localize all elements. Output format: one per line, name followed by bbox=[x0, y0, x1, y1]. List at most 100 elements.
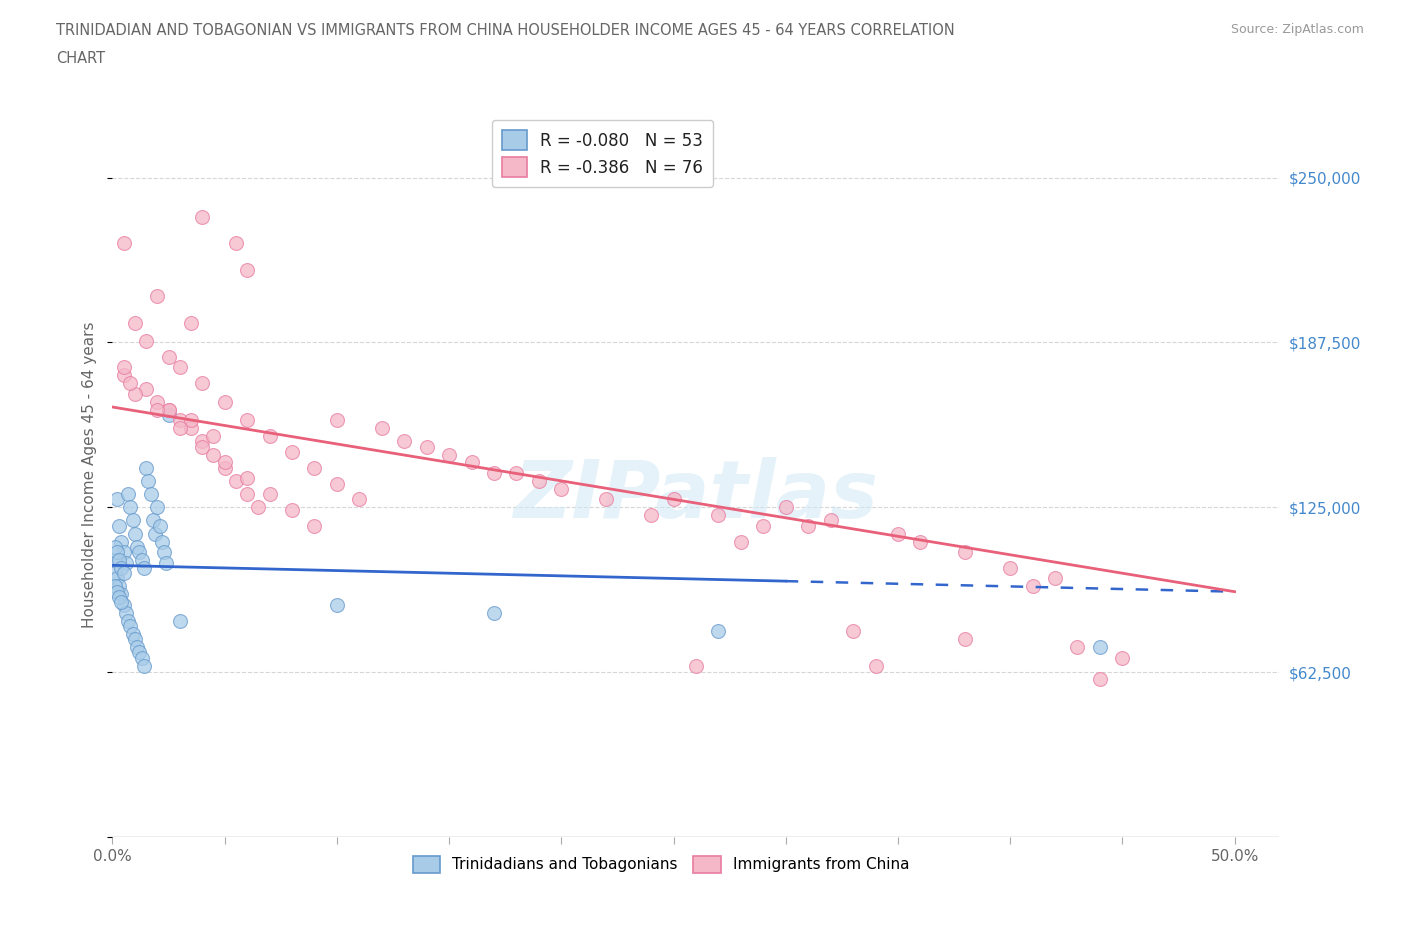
Point bbox=[214, 460, 236, 475]
Point bbox=[115, 555, 138, 570]
Point bbox=[236, 486, 259, 501]
Point bbox=[120, 499, 142, 514]
Point bbox=[127, 539, 149, 554]
Point bbox=[527, 473, 550, 488]
Point bbox=[104, 552, 127, 567]
Point bbox=[202, 429, 225, 444]
Y-axis label: Householder Income Ages 45 - 64 years: Householder Income Ages 45 - 64 years bbox=[82, 321, 97, 628]
Point bbox=[349, 492, 371, 507]
Point bbox=[887, 526, 910, 541]
Point bbox=[135, 334, 157, 349]
Point bbox=[157, 403, 180, 418]
Point bbox=[135, 460, 157, 475]
Point bbox=[169, 360, 191, 375]
Point bbox=[146, 499, 169, 514]
Point bbox=[955, 545, 977, 560]
Point bbox=[121, 513, 143, 528]
Point bbox=[115, 605, 138, 620]
Point bbox=[153, 545, 176, 560]
Point bbox=[685, 658, 707, 673]
Point bbox=[110, 587, 132, 602]
Point bbox=[132, 658, 155, 673]
Point bbox=[1088, 671, 1111, 686]
Point bbox=[112, 545, 135, 560]
Point bbox=[121, 627, 143, 642]
Point bbox=[797, 518, 820, 533]
Point bbox=[180, 413, 202, 428]
Point bbox=[225, 473, 247, 488]
Point bbox=[108, 590, 131, 604]
Point bbox=[191, 209, 214, 224]
Point bbox=[820, 513, 842, 528]
Point bbox=[460, 455, 482, 470]
Point bbox=[104, 579, 127, 594]
Point bbox=[1088, 640, 1111, 655]
Point bbox=[124, 631, 146, 646]
Point bbox=[730, 534, 752, 549]
Point bbox=[281, 445, 304, 459]
Point bbox=[259, 429, 281, 444]
Point bbox=[131, 650, 153, 665]
Point bbox=[1066, 640, 1088, 655]
Point bbox=[127, 640, 149, 655]
Text: CHART: CHART bbox=[56, 51, 105, 66]
Point bbox=[157, 407, 180, 422]
Point bbox=[304, 518, 326, 533]
Point bbox=[437, 447, 460, 462]
Point bbox=[146, 289, 169, 304]
Point bbox=[247, 499, 270, 514]
Point bbox=[707, 624, 730, 639]
Point bbox=[169, 613, 191, 628]
Point bbox=[124, 386, 146, 401]
Text: ZIPatlas: ZIPatlas bbox=[513, 457, 879, 535]
Point bbox=[371, 420, 394, 435]
Point bbox=[146, 394, 169, 409]
Point bbox=[662, 492, 685, 507]
Point bbox=[117, 613, 139, 628]
Point bbox=[117, 486, 139, 501]
Point bbox=[236, 262, 259, 277]
Point bbox=[105, 571, 128, 586]
Point bbox=[595, 492, 617, 507]
Text: Source: ZipAtlas.com: Source: ZipAtlas.com bbox=[1230, 23, 1364, 36]
Point bbox=[146, 403, 169, 418]
Point bbox=[214, 394, 236, 409]
Point bbox=[105, 584, 128, 599]
Point bbox=[1043, 571, 1066, 586]
Point bbox=[110, 595, 132, 610]
Point bbox=[112, 597, 135, 612]
Point bbox=[124, 315, 146, 330]
Point bbox=[1111, 650, 1133, 665]
Point bbox=[112, 236, 135, 251]
Point bbox=[120, 376, 142, 391]
Point bbox=[707, 508, 730, 523]
Point bbox=[149, 518, 172, 533]
Point bbox=[169, 413, 191, 428]
Point bbox=[998, 561, 1021, 576]
Point bbox=[155, 555, 177, 570]
Point bbox=[180, 420, 202, 435]
Point bbox=[191, 376, 214, 391]
Point bbox=[775, 499, 797, 514]
Point bbox=[157, 350, 180, 365]
Point bbox=[640, 508, 662, 523]
Point bbox=[304, 460, 326, 475]
Point bbox=[326, 476, 349, 491]
Point bbox=[138, 473, 160, 488]
Point bbox=[214, 455, 236, 470]
Point bbox=[326, 413, 349, 428]
Point bbox=[505, 466, 527, 481]
Point bbox=[104, 565, 127, 580]
Point bbox=[259, 486, 281, 501]
Point bbox=[482, 605, 505, 620]
Point bbox=[191, 439, 214, 454]
Point bbox=[550, 482, 572, 497]
Point bbox=[104, 539, 127, 554]
Text: TRINIDADIAN AND TOBAGONIAN VS IMMIGRANTS FROM CHINA HOUSEHOLDER INCOME AGES 45 -: TRINIDADIAN AND TOBAGONIAN VS IMMIGRANTS… bbox=[56, 23, 955, 38]
Point bbox=[108, 552, 131, 567]
Point bbox=[281, 502, 304, 517]
Point bbox=[112, 368, 135, 383]
Point bbox=[124, 526, 146, 541]
Point bbox=[955, 631, 977, 646]
Point bbox=[131, 552, 153, 567]
